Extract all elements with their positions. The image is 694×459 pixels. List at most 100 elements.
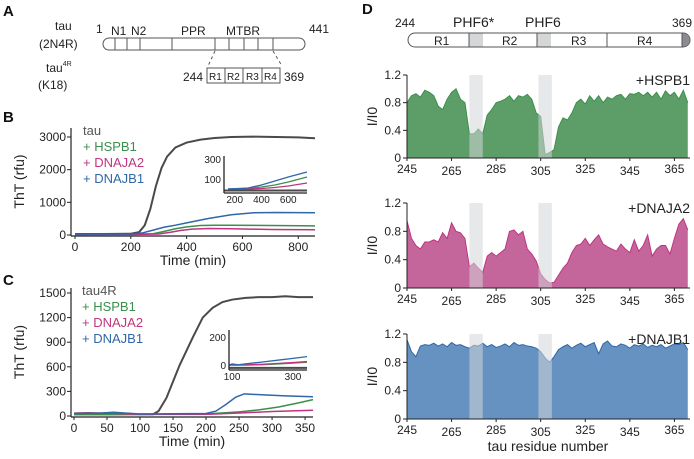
k18-label: (K18) [38,78,67,92]
k18-r4-label: R4 [264,72,277,83]
y-tick-label: 0 [394,281,401,295]
tau4r-label: tau4R [46,61,72,75]
series-line-tau [75,135,316,236]
y-tick-label: 1200 [39,311,66,325]
motif-highlight-band [538,334,552,419]
chart-b: 0 200 400 600 800 0 1000 2000 3000 Time (min) ThT … [11,123,316,268]
x-tick-label: 800 [288,240,308,254]
x-tick-label: 150 [163,421,183,435]
y-tick-label: 0.8 [384,355,401,369]
legend-entry: + DNAJA2 [83,155,144,170]
y-axis-title: I/I0 [364,107,380,127]
area-plot-dnaja2: 0 0.4 0.8 1.2 245 265 285 305 325 345 365 I/I0 +DNAJ… [364,196,690,308]
inset-series-line-dnaja2 [228,182,308,190]
motif-highlight-band [469,334,483,419]
x-tick-label: 305 [531,164,551,178]
x-tick-label: 50 [100,421,114,435]
phf6-label: PHF6 [525,14,561,30]
legend-entry: tau [83,123,101,138]
x-tick-label: 365 [664,423,684,437]
inset-chart: 200 400 600 100 300 [204,155,308,206]
inset-y-tick-label: 200 [209,333,226,344]
x-tick-label: 345 [620,164,640,178]
x-tick-label: 100 [130,421,150,435]
inset-x-tick-label: 600 [280,195,297,206]
x-tick-label: 285 [486,292,506,306]
d-end-label: 369 [672,16,692,30]
x-tick-label: 285 [486,423,506,437]
d-r1-label: R1 [434,34,450,48]
y-tick-label: 0 [394,151,401,165]
inset-y-tick-label: 300 [204,155,221,166]
x-tick-label: 325 [575,423,595,437]
phf6-star-band [469,33,483,47]
y-axis-title: ThT (rfu) [11,154,27,208]
x-tick-label: 600 [232,240,252,254]
x-tick-label: 325 [575,162,595,176]
tau-isoform-label: (2N4R) [39,37,78,51]
area-plot-hspb1: 0 0.4 0.8 1.2 245 265 285 305 325 345 365 I/I0 +HSPB… [364,68,690,178]
x-tick-label: 245 [397,162,417,176]
x-axis-title: Time (min) [159,433,225,449]
legend-entry: + DNAJA2 [82,315,143,330]
d-end-cap [682,33,690,47]
tau-label: tau [55,19,72,33]
tau-start-label: 1 [96,22,103,36]
motif-highlight-band [469,75,483,158]
d-r3-label: R3 [571,34,587,48]
series-line-dnajb1 [74,211,316,235]
legend-entry: + HSPB1 [82,299,136,314]
x-tick-label: 305 [531,425,551,439]
series-line-tau4r [74,295,313,416]
inset-series-line-dnaja2 [228,360,308,366]
x-tick-label: 265 [442,164,462,178]
area-plot-dnajb1: 0 0.4 0.8 1.2 245 265 285 305 325 345 365 I/I0 +DNAJ… [364,327,690,439]
domain-ppr-label: PPR [181,24,206,38]
domain-mtbr-label: MTBR [226,24,260,38]
series-label: +HSPB1 [636,72,690,88]
y-tick-label: 0.4 [384,384,401,398]
k18-start-label: 244 [183,70,203,84]
x-tick-label: 365 [664,162,684,176]
y-tick-label: 300 [46,384,66,398]
x-tick-label: 250 [229,421,249,435]
x-axis-title: Time (min) [160,252,226,268]
tau-domain-dividers [114,38,274,50]
x-axis-title: tau residue number [488,438,609,454]
y-tick-label: 1000 [39,195,66,209]
x-tick-label: 200 [121,240,141,254]
y-tick-label: 1.2 [384,68,401,82]
series-line-dnaja2 [74,227,316,236]
y-tick-label: 0 [59,409,66,423]
domain-n1-label: N1 [111,24,127,38]
inset-x-tick-label: 100 [224,372,241,383]
inset-chart: 100 300 0 200 [209,330,308,383]
k18-end-label: 369 [284,70,304,84]
y-tick-label: 2000 [39,163,66,177]
x-tick-label: 300 [262,421,282,435]
x-tick-label: 245 [397,292,417,306]
y-axis-title: ThT (rfu) [11,325,27,379]
panel-label-d: D [362,1,373,18]
x-tick-label: 345 [620,294,640,308]
y-tick-label: 600 [46,360,66,374]
inset-x-tick-label: 200 [226,195,243,206]
y-axis-title: I/I0 [364,367,380,387]
chart-c: 0 50 100 150 200 250 300 350 0 300 600 900 1200 1500 T… [11,283,315,449]
x-tick-label: 265 [442,425,462,439]
x-tick-label: 305 [531,294,551,308]
y-tick-label: 1.2 [384,327,401,341]
k18-r3-label: R3 [246,72,259,83]
inset-y-tick-label: 0 [220,361,226,372]
tau-end-label: 441 [309,22,329,36]
legend-entry: + DNAJB1 [82,331,143,346]
zoom-dashed-lines [207,50,283,67]
x-tick-label: 285 [486,162,506,176]
inset-x-tick-label: 300 [285,372,302,383]
inset-series-line-dnajb1 [227,171,308,190]
x-tick-label: 345 [620,425,640,439]
x-tick-label: 245 [397,423,417,437]
d-r2-label: R2 [502,34,518,48]
